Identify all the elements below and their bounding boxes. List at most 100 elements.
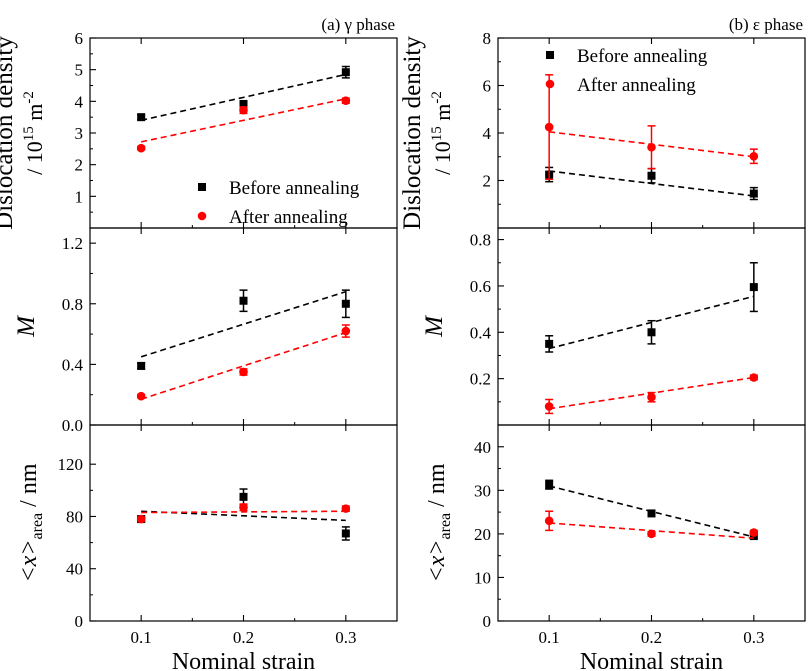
y-tick-label: 0.8 bbox=[470, 231, 491, 250]
data-point-square bbox=[647, 328, 656, 337]
panel-frame bbox=[89, 424, 398, 622]
legend-label: Before annealing bbox=[577, 46, 708, 67]
y-axis-label: <x>area / nm bbox=[424, 463, 454, 582]
x-tick-label: 0.1 bbox=[539, 628, 560, 647]
data-point-circle bbox=[544, 516, 554, 526]
fit-line bbox=[140, 331, 347, 400]
y-axis-label: M bbox=[421, 315, 448, 338]
y-tick-label: 0.2 bbox=[470, 370, 491, 389]
data-point-square bbox=[545, 339, 554, 348]
data-point-square bbox=[341, 68, 350, 77]
x-tick-label: 0.3 bbox=[743, 628, 764, 647]
y-axis-label: Dislocation density bbox=[399, 36, 426, 230]
data-point-circle bbox=[749, 373, 759, 382]
y-tick-label: 0.4 bbox=[62, 355, 84, 374]
data-point-circle bbox=[239, 105, 248, 115]
data-point-circle bbox=[647, 142, 656, 152]
legend-marker-circle bbox=[545, 79, 555, 89]
y-axis-label: Dislocation density bbox=[0, 36, 18, 230]
unit-exponent: -2 bbox=[21, 91, 37, 104]
fit-line bbox=[140, 73, 347, 122]
data-point-square bbox=[137, 113, 146, 122]
label-subscript: area bbox=[29, 513, 46, 540]
data-point-circle bbox=[544, 402, 554, 411]
unit-exponent: -2 bbox=[429, 91, 445, 104]
y-tick-label: 4 bbox=[75, 92, 84, 111]
y-tick-label: 20 bbox=[474, 525, 491, 544]
label-unit: / nm bbox=[424, 463, 450, 513]
y-tick-label: 0.4 bbox=[470, 323, 492, 342]
data-point-square bbox=[239, 100, 248, 109]
fit-line bbox=[141, 510, 346, 514]
data-point-square bbox=[239, 492, 248, 501]
y-tick-label: 1 bbox=[75, 187, 84, 206]
data-point-circle bbox=[749, 151, 759, 161]
y-tick-label: 0.6 bbox=[470, 277, 491, 296]
y-tick-label: 1.2 bbox=[62, 234, 83, 253]
unit-prefix: / 10 bbox=[430, 141, 455, 175]
data-point-square bbox=[341, 529, 350, 538]
unit-exponent: 15 bbox=[429, 126, 445, 141]
label-unit: / nm bbox=[16, 463, 42, 513]
legend-label: Before annealing bbox=[229, 178, 360, 199]
data-point-square bbox=[545, 480, 554, 489]
y-tick-label: 30 bbox=[474, 481, 491, 500]
panel-frame bbox=[89, 227, 398, 426]
y-tick-label: 80 bbox=[66, 507, 83, 526]
y-tick-label: 8 bbox=[483, 29, 492, 48]
label-symbol: <x> bbox=[16, 539, 42, 582]
data-point-square bbox=[749, 283, 758, 292]
data-point-circle bbox=[136, 514, 146, 524]
data-point-circle bbox=[341, 504, 351, 513]
data-point-circle bbox=[136, 391, 146, 401]
y-tick-label: 4 bbox=[483, 124, 492, 143]
panel-title: (a) γ phase bbox=[321, 15, 395, 34]
panel-title: (b) ε phase bbox=[729, 15, 803, 34]
y-tick-label: 5 bbox=[75, 61, 84, 80]
panel-frame bbox=[89, 37, 398, 229]
y-axis-unit-label: / 1015 m-2 bbox=[21, 91, 47, 175]
x-axis-label: Nominal strain bbox=[580, 649, 723, 671]
data-point-square bbox=[749, 189, 758, 198]
data-point-circle bbox=[647, 529, 656, 539]
data-point-circle bbox=[341, 326, 351, 336]
legend-marker-square bbox=[546, 51, 554, 59]
data-point-circle bbox=[749, 528, 759, 537]
data-point-circle bbox=[341, 96, 351, 105]
data-point-circle bbox=[239, 503, 248, 512]
data-point-square bbox=[239, 296, 248, 305]
y-axis-label: <x>area / nm bbox=[16, 463, 46, 582]
legend-label: After annealing bbox=[229, 207, 348, 228]
y-axis-label: M bbox=[13, 315, 40, 338]
data-point-circle bbox=[136, 143, 146, 153]
unit-exponent: 15 bbox=[21, 126, 37, 141]
y-tick-label: 3 bbox=[75, 124, 84, 143]
y-tick-label: 0.0 bbox=[62, 416, 83, 435]
x-tick-label: 0.3 bbox=[335, 628, 356, 647]
y-tick-label: 120 bbox=[58, 455, 84, 474]
y-tick-label: 2 bbox=[75, 156, 84, 175]
data-point-square bbox=[341, 299, 350, 308]
y-axis-unit-label: / 1015 m-2 bbox=[429, 91, 455, 175]
x-tick-label: 0.1 bbox=[131, 628, 152, 647]
data-point-square bbox=[647, 171, 656, 180]
data-point-circle bbox=[544, 122, 554, 132]
label-symbol: <x> bbox=[424, 539, 450, 582]
y-tick-label: 10 bbox=[474, 568, 491, 587]
data-point-circle bbox=[647, 392, 656, 402]
unit-text: m bbox=[430, 104, 455, 127]
x-tick-label: 0.2 bbox=[641, 628, 662, 647]
label-subscript: area bbox=[437, 513, 454, 540]
fit-line bbox=[140, 290, 347, 358]
y-tick-label: 6 bbox=[483, 77, 492, 96]
y-tick-label: 2 bbox=[483, 172, 492, 191]
y-tick-label: 40 bbox=[66, 560, 83, 579]
data-point-square bbox=[137, 361, 146, 370]
data-point-circle bbox=[239, 367, 248, 377]
unit-text: m bbox=[22, 104, 47, 127]
y-tick-label: 0 bbox=[75, 612, 84, 631]
legend-marker-square bbox=[198, 183, 206, 191]
data-point-square bbox=[647, 509, 656, 518]
fit-line bbox=[141, 98, 346, 143]
